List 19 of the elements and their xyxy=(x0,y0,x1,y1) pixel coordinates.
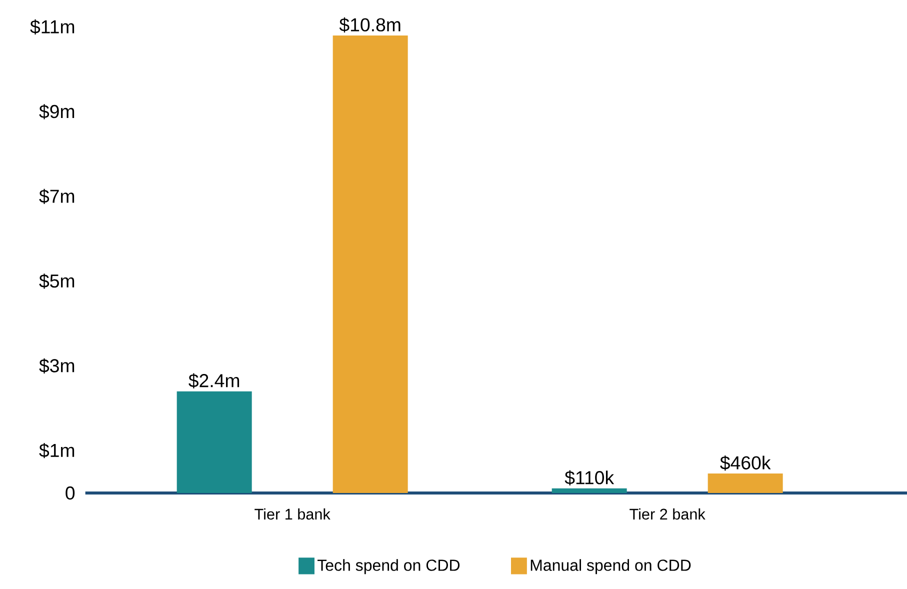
y-tick-label: $11m xyxy=(30,19,74,35)
y-tick-label: $5m xyxy=(39,274,74,289)
y-tick-label: $3m xyxy=(39,358,74,374)
y-tick-label: $1m xyxy=(39,443,74,458)
x-tick-label: Tier 1 bank xyxy=(254,508,330,520)
bar xyxy=(708,474,783,493)
data-label: $460k xyxy=(720,455,771,471)
y-tick-label: $9m xyxy=(39,104,74,120)
data-label: $10.8m xyxy=(339,17,400,33)
data-label: $110k xyxy=(564,470,614,486)
y-tick-label: $7m xyxy=(39,188,74,204)
legend-label: Manual spend on CDD xyxy=(530,559,691,574)
x-tick-label: Tier 2 bank xyxy=(630,508,706,520)
y-tick-label: 0 xyxy=(66,486,75,500)
bar xyxy=(176,391,252,493)
legend-label: Tech spend on CDD xyxy=(318,559,460,574)
data-label: $2.4m xyxy=(188,373,240,388)
bar xyxy=(332,35,408,493)
bar xyxy=(552,488,627,493)
